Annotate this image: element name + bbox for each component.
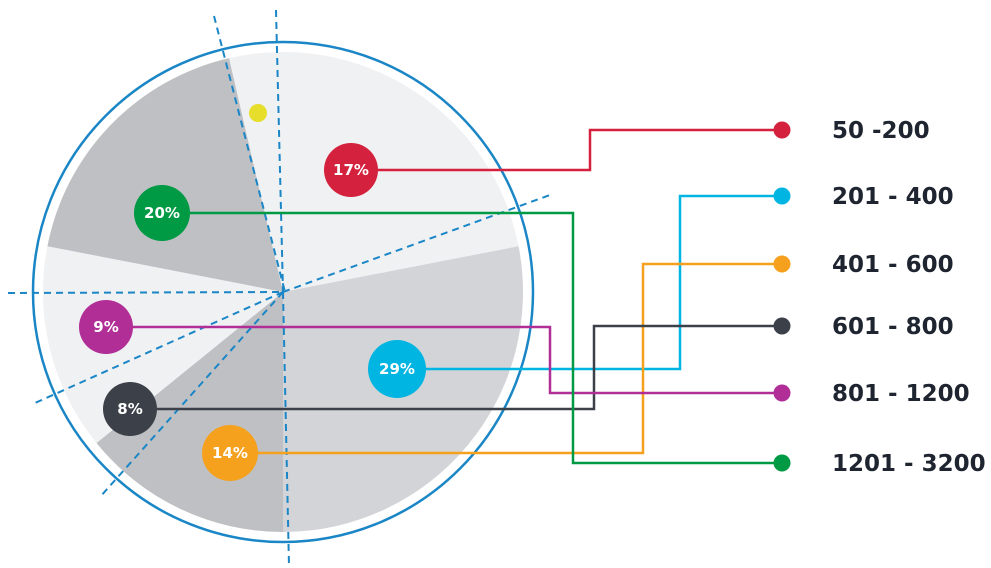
- connector-lines: [106, 128, 782, 465]
- connector-line: [230, 262, 782, 455]
- legend-dot: [773, 121, 791, 139]
- legend-dot: [773, 317, 791, 335]
- legend-label: 401 - 600: [832, 252, 954, 278]
- pie-outline-ring: [31, 40, 535, 544]
- percentage-label: 29%: [379, 360, 415, 378]
- connector-line: [351, 128, 782, 172]
- percentage-bubble: [134, 185, 190, 241]
- connector-line: [106, 325, 782, 395]
- legend-label: 50 -200: [832, 118, 930, 144]
- guide-line: [34, 291, 284, 404]
- percentage-bubble: [324, 143, 378, 197]
- yellow-marker-dot: [249, 104, 267, 122]
- legend-label: 801 - 1200: [832, 381, 970, 407]
- percentage-label: 8%: [117, 400, 142, 418]
- percentage-label: 20%: [144, 204, 180, 222]
- guide-line: [99, 291, 284, 498]
- legend-label: 601 - 800: [832, 314, 954, 340]
- guide-line: [282, 291, 290, 567]
- dashed-guide-lines: [7, 9, 551, 567]
- percentage-bubble: [103, 382, 157, 436]
- percentage-bubbles: 17% 29% 14% 8% 9% 20%: [79, 143, 426, 481]
- guide-line: [7, 291, 284, 294]
- legend-label: 1201 - 3200: [832, 451, 986, 477]
- percentage-bubble: [79, 300, 133, 354]
- legend: 50 -200 201 - 400 401 - 600 601 - 800 801 - …: [773, 118, 986, 477]
- percentage-label: 14%: [212, 444, 248, 462]
- percentage-label: 9%: [93, 318, 118, 336]
- legend-dot: [773, 255, 791, 273]
- connector-line: [162, 211, 782, 465]
- legend-dot: [773, 454, 791, 472]
- percentage-label: 17%: [333, 161, 369, 179]
- connector-line: [130, 324, 782, 411]
- legend-label: 201 - 400: [832, 184, 954, 210]
- legend-dot: [773, 187, 791, 205]
- percentage-bubble: [202, 425, 258, 481]
- legend-dot: [773, 384, 791, 402]
- connector-line: [397, 194, 782, 371]
- percentage-bubble: [368, 340, 426, 398]
- pie-sector: [47, 58, 283, 292]
